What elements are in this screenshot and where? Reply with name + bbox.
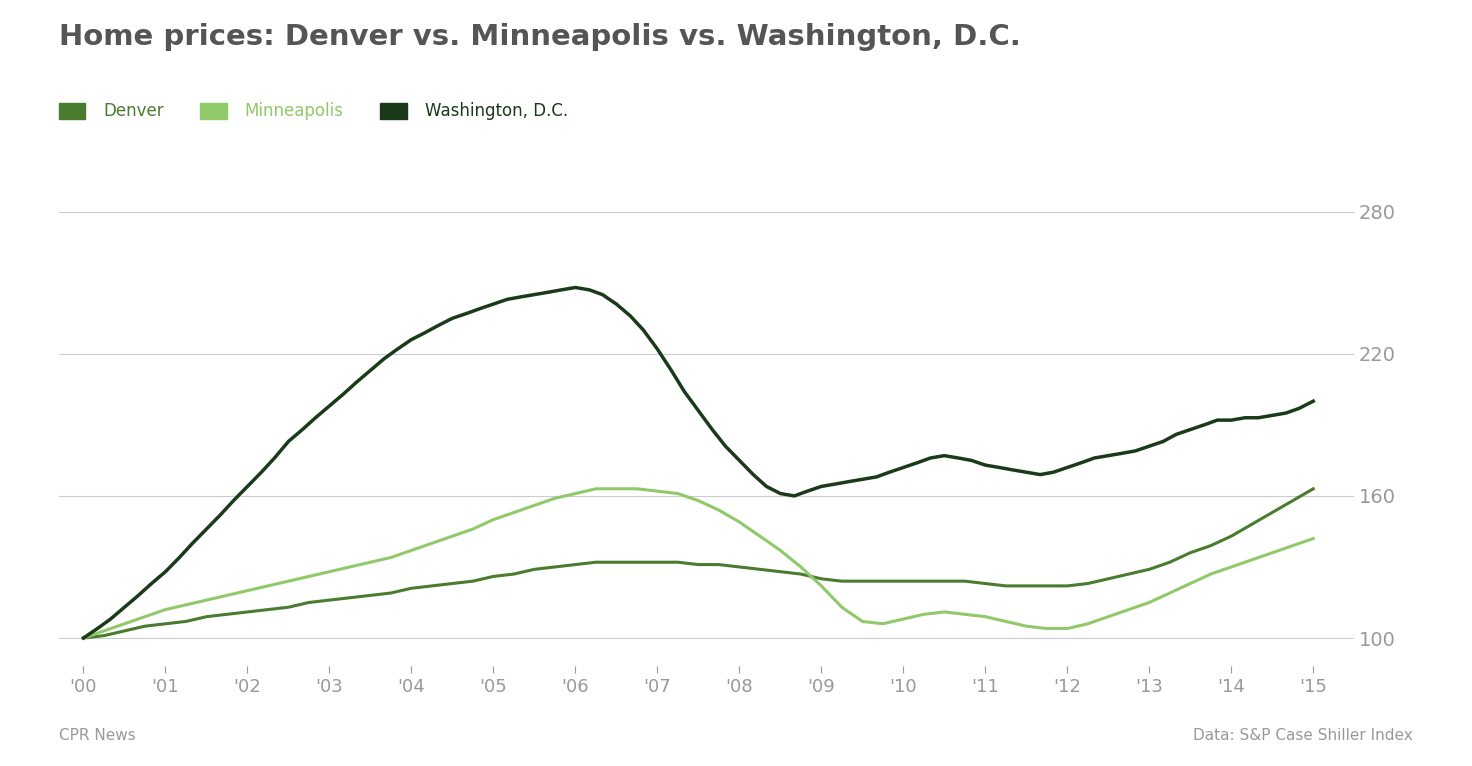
Text: Denver: Denver bbox=[103, 102, 163, 120]
Text: Minneapolis: Minneapolis bbox=[244, 102, 343, 120]
Text: Washington, D.C.: Washington, D.C. bbox=[424, 102, 568, 120]
Text: Data: S&P Case Shiller Index: Data: S&P Case Shiller Index bbox=[1194, 728, 1413, 743]
Text: CPR News: CPR News bbox=[59, 728, 135, 743]
Text: Home prices: Denver vs. Minneapolis vs. Washington, D.C.: Home prices: Denver vs. Minneapolis vs. … bbox=[59, 23, 1020, 51]
